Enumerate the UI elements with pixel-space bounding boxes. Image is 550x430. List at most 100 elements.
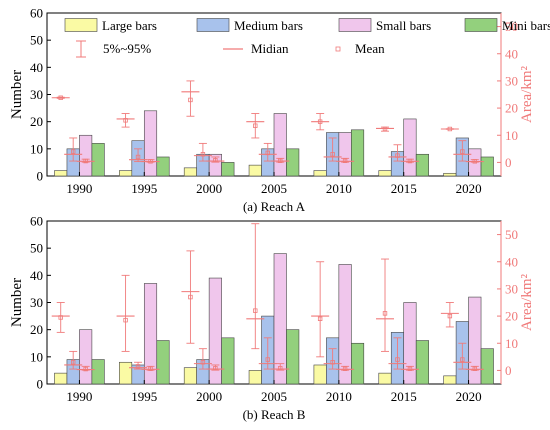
legend-label-range: 5%~95% [103,41,151,56]
legend-mean-symbol [335,46,341,52]
area-mean-marker [265,357,270,362]
panel-caption: (a) Reach A [243,199,306,214]
bar-large-2020 [443,375,457,385]
y2-tick-label: 50 [505,19,518,34]
area-mean-marker [382,311,388,316]
area-mean-marker [123,317,128,323]
bar-large-2000 [183,167,197,177]
legend-label-medium: Medium bars [234,18,303,33]
x-tick-label: 2005 [261,389,287,404]
bar-mini-2010 [351,342,365,385]
y2-tick-label: 30 [505,281,518,296]
bar-large-2010 [313,170,327,177]
y-tick-label: 10 [30,141,43,156]
x-tick-label: 2005 [261,181,287,196]
bar-mini-1990 [91,143,105,177]
legend-swatch-small [338,18,372,32]
area-mean-marker [342,366,348,371]
x-tick-label: 2010 [326,389,352,404]
y2-axis-label: Area/km² [519,66,535,123]
bar-small-1995 [143,283,158,385]
area-mean-marker [200,152,206,157]
y2-tick-label: 10 [505,336,518,351]
bar-small-2015 [403,302,417,385]
area-mean-marker [148,366,153,371]
area-mean-marker [265,150,270,156]
y-tick-label: 50 [30,241,43,256]
bar-small-2020 [468,296,482,385]
area-mean-marker [460,149,465,154]
y-axis-label: Number [9,70,25,119]
area-mean-marker [253,123,258,128]
area-mean-marker [200,360,206,365]
bar-large-2005 [248,370,262,385]
y-tick-label: 0 [37,377,44,392]
area-mean-marker [395,153,400,158]
area-mean-marker [342,158,348,163]
x-tick-label: 2000 [196,181,222,196]
bar-large-2010 [313,364,327,385]
y-tick-label: 40 [30,268,43,283]
area-mean-marker [472,159,478,164]
y-tick-label: 20 [30,114,43,129]
bar-mini-1990 [91,359,105,385]
legend-swatch-medium [196,18,230,32]
area-mean-marker [407,366,413,371]
area-mean-marker [83,158,88,164]
bar-small-2010 [338,132,352,177]
x-tick-label: 1990 [66,181,92,196]
y2-tick-label: 0 [505,363,512,378]
x-tick-label: 1995 [131,181,157,196]
area-mean-marker [317,316,323,321]
bar-mini-2010 [351,129,365,177]
area-mean-marker [317,119,323,124]
area-mean-marker [330,152,335,157]
bar-large-2015 [378,170,392,177]
bar-large-1990 [54,372,68,385]
area-mean-marker [70,149,76,154]
area-mean-marker [278,366,283,371]
area-mean-marker [188,294,193,300]
y-tick-label: 30 [30,295,43,310]
x-tick-label: 2020 [456,389,482,404]
area-mean-marker [123,118,128,123]
y-tick-label: 30 [30,87,43,102]
area-mean-marker [407,158,413,164]
y-axis-label: Number [9,278,25,327]
bar-mini-1995 [156,156,170,177]
bar-small-2015 [403,118,417,177]
x-tick-label: 2020 [456,181,482,196]
y2-axis-label: Area/km² [519,274,535,331]
bar-large-1995 [119,170,133,177]
y2-tick-label: 30 [505,73,518,88]
bar-small-2000 [208,277,222,385]
bar-mini-2005 [286,329,300,385]
bar-small-1990 [79,134,93,177]
bar-small-2005 [273,253,287,385]
y2-tick-label: 40 [505,46,518,61]
legend-swatch-mini [464,18,498,32]
bar-mini-2020 [480,348,494,385]
bar-large-1995 [119,361,133,385]
bar-large-2000 [183,367,197,385]
area-mean-marker [330,360,335,365]
panel-b-reach-b: 0 10 20 30 40 50 60 0 10 20 30 40 50 Number Area/km² 19… [9,214,535,423]
y2-tick-label: 20 [505,309,518,324]
y-tick-label: 60 [30,6,43,21]
bar-large-2005 [248,164,262,177]
legend-label-large: Large bars [102,18,157,33]
area-mean-marker [58,315,63,320]
y2-tick-label: 50 [505,227,518,242]
bar-small-1995 [143,110,158,177]
y2-tick-label: 10 [505,128,518,143]
area-mean-marker [58,95,63,100]
area-mean-marker [135,154,141,160]
bar-mini-2015 [415,340,429,385]
bar-small-2010 [338,264,352,385]
legend-label-mean: Mean [355,41,385,56]
bar-small-1990 [79,329,93,385]
bar-mini-2005 [286,148,300,177]
x-tick-label: 2015 [391,389,417,404]
area-mean-marker [253,308,258,313]
